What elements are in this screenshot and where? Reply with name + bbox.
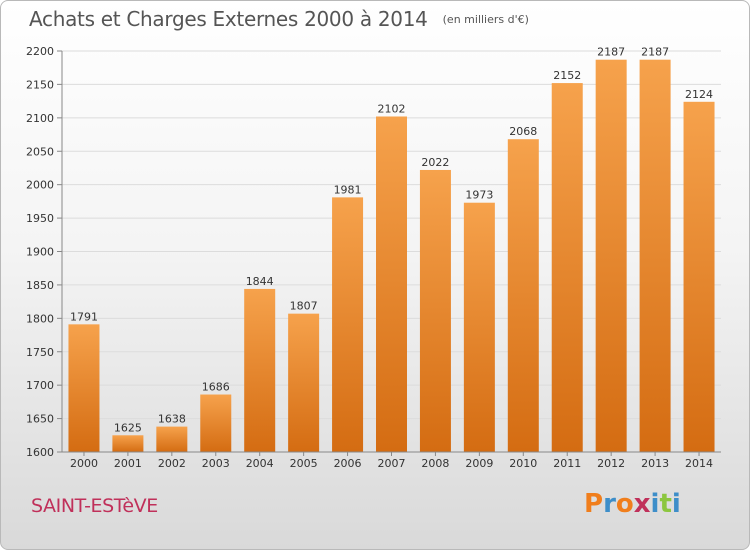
x-tick-label-2010: 2010	[509, 457, 537, 470]
y-tick-label: 1800	[26, 312, 54, 325]
value-label-2001: 1625	[114, 421, 142, 434]
bar-2011	[551, 83, 583, 452]
x-tick-label-2003: 2003	[202, 457, 230, 470]
value-label-2000: 1791	[70, 310, 98, 323]
bar-2010	[507, 139, 539, 452]
logo-letter: o	[615, 489, 634, 519]
logo-letter: P	[584, 489, 604, 519]
logo-letter: x	[633, 489, 651, 519]
bar-2000	[68, 324, 100, 452]
chart-title: Achats et Charges Externes 2000 à 2014	[29, 7, 428, 31]
bar-2005	[288, 313, 320, 452]
logo-letter: i	[650, 489, 660, 519]
x-tick-label-2012: 2012	[597, 457, 625, 470]
logo-letter: i	[671, 489, 681, 519]
value-labels: 1791 1625 1638 1686 1844 1807 1981 2102 2022 1973…	[70, 46, 713, 435]
value-label-2002: 1638	[158, 413, 186, 426]
value-label-2008: 2022	[421, 156, 449, 169]
y-tick-label: 1900	[26, 246, 54, 259]
value-label-2007: 2102	[378, 102, 406, 115]
y-tick-label: 1950	[26, 212, 54, 225]
bars	[68, 59, 715, 453]
y-tick-label: 2150	[26, 78, 54, 91]
value-label-2012: 2187	[597, 46, 625, 59]
x-tick-label-2006: 2006	[334, 457, 362, 470]
x-tick-label-2011: 2011	[553, 457, 581, 470]
y-tick-label: 2050	[26, 145, 54, 158]
value-label-2013: 2187	[641, 46, 669, 59]
bar-2004	[244, 288, 276, 452]
x-tick-label-2009: 2009	[465, 457, 493, 470]
value-label-2004: 1844	[246, 275, 274, 288]
value-label-2003: 1686	[202, 381, 230, 394]
value-label-2014: 2124	[685, 88, 713, 101]
bar-2012	[595, 59, 627, 453]
y-tick-label: 1750	[26, 346, 54, 359]
value-label-2009: 1973	[465, 189, 493, 202]
y-tick-label: 1850	[26, 279, 54, 292]
bar-2001	[112, 435, 144, 452]
bar-2008	[419, 169, 451, 453]
bar-2006	[332, 197, 364, 452]
x-tick-label-2014: 2014	[685, 457, 713, 470]
title-row: Achats et Charges Externes 2000 à 2014 (…	[29, 7, 529, 31]
x-tick-label-2004: 2004	[246, 457, 274, 470]
proxiti-logo[interactable]: Proxiti	[584, 489, 681, 519]
bar-2002	[156, 426, 188, 452]
logo-letter: t	[659, 489, 672, 519]
commune-name: SAINT-ESTèVE	[31, 495, 158, 517]
y-tick-label: 2100	[26, 112, 54, 125]
x-tick-label-2001: 2001	[114, 457, 142, 470]
logo-letter: r	[603, 489, 616, 519]
y-tick-label: 1600	[26, 446, 54, 459]
x-tick-label-2007: 2007	[378, 457, 406, 470]
value-label-2005: 1807	[290, 300, 318, 313]
x-tick-label-2002: 2002	[158, 457, 186, 470]
bar-2007	[376, 116, 407, 452]
y-tick-label: 2000	[26, 179, 54, 192]
x-tick-label-2000: 2000	[70, 457, 98, 470]
x-tick-label-2005: 2005	[290, 457, 318, 470]
chart-unit: (en milliers d'€)	[442, 13, 529, 26]
y-tick-label: 2200	[26, 45, 54, 58]
value-label-2010: 2068	[509, 125, 537, 138]
axes: 1600 1650 1700 1750 1800 1850 1900 1950 2000 2050…	[26, 45, 721, 470]
bar-2003	[200, 394, 232, 452]
x-tick-label-2013: 2013	[641, 457, 669, 470]
bar-2009	[463, 202, 495, 452]
bar-2013	[639, 59, 671, 453]
y-tick-label: 1700	[26, 379, 54, 392]
value-label-2011: 2152	[553, 69, 581, 82]
x-tick-label-2008: 2008	[421, 457, 449, 470]
y-tick-label: 1650	[26, 413, 54, 426]
value-label-2006: 1981	[334, 183, 362, 196]
bar-2014	[683, 101, 715, 452]
